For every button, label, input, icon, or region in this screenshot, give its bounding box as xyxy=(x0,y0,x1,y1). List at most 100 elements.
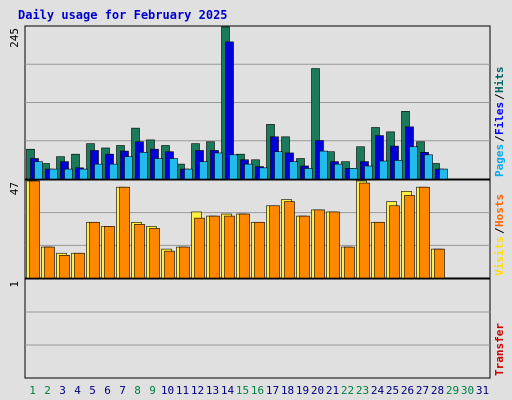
legend-separator: / xyxy=(493,93,506,100)
bar-pages-day-19 xyxy=(304,168,313,180)
x-tick-label-day-18: 18 xyxy=(281,384,294,397)
x-tick-label-day-25: 25 xyxy=(386,384,399,397)
x-tick-label-day-10: 10 xyxy=(161,384,174,397)
x-tick-label-day-31: 31 xyxy=(476,384,489,397)
bar-hosts-day-8 xyxy=(134,224,145,279)
bar-hosts-day-22 xyxy=(344,246,355,279)
x-tick-label-day-9: 9 xyxy=(149,384,156,397)
bar-pages-day-8 xyxy=(139,152,148,180)
x-tick-label-day-12: 12 xyxy=(191,384,204,397)
chart-title: Daily usage for February 2025 xyxy=(18,8,228,22)
x-tick-label-day-30: 30 xyxy=(461,384,474,397)
legend-files: Files xyxy=(493,102,506,135)
bar-pages-day-26 xyxy=(409,146,418,180)
bar-hosts-day-27 xyxy=(419,186,430,279)
bar-pages-day-13 xyxy=(214,152,223,180)
bar-hosts-day-4 xyxy=(74,252,85,279)
x-tick-label-day-2: 2 xyxy=(44,384,51,397)
y-max-label: 1 xyxy=(8,281,21,288)
bar-pages-day-24 xyxy=(379,160,388,180)
bar-pages-day-14 xyxy=(229,154,238,180)
bar-hosts-day-15 xyxy=(239,213,250,279)
bar-pages-day-2 xyxy=(49,168,58,180)
bar-hosts-day-26 xyxy=(404,195,415,279)
bar-pages-day-1 xyxy=(34,161,43,180)
chart-bars xyxy=(26,26,448,279)
bar-hosts-day-2 xyxy=(44,246,55,279)
bar-hosts-day-18 xyxy=(284,201,295,279)
bar-hosts-day-17 xyxy=(269,205,280,279)
x-tick-label-day-26: 26 xyxy=(401,384,414,397)
bar-hosts-day-24 xyxy=(374,221,385,279)
x-tick-label-day-14: 14 xyxy=(221,384,235,397)
x-tick-label-day-27: 27 xyxy=(416,384,429,397)
x-tick-label-day-21: 21 xyxy=(326,384,339,397)
bar-pages-day-22 xyxy=(349,168,358,180)
bar-pages-day-23 xyxy=(364,165,373,180)
bar-pages-day-4 xyxy=(79,168,88,180)
legend-transfer: Transfer xyxy=(493,323,506,376)
x-tick-label-day-5: 5 xyxy=(89,384,96,397)
x-tick-label-day-7: 7 xyxy=(119,384,126,397)
x-tick-label-day-29: 29 xyxy=(446,384,459,397)
bar-pages-day-10 xyxy=(169,158,178,180)
y-max-label: 47 xyxy=(8,182,21,195)
bar-pages-day-28 xyxy=(439,168,448,180)
x-tick-label-day-22: 22 xyxy=(341,384,354,397)
x-tick-label-day-8: 8 xyxy=(134,384,141,397)
bar-hosts-day-7 xyxy=(119,186,130,279)
x-tick-label-day-13: 13 xyxy=(206,384,219,397)
bar-hosts-day-20 xyxy=(314,209,325,279)
bar-pages-day-17 xyxy=(274,151,283,180)
bar-hosts-day-1 xyxy=(29,180,40,279)
legend-separator: / xyxy=(493,135,506,142)
bar-pages-day-20 xyxy=(319,150,328,180)
legend-hosts: Hosts xyxy=(493,194,506,227)
bar-hosts-day-14 xyxy=(224,215,235,279)
bar-pages-day-9 xyxy=(154,158,163,180)
bar-hosts-day-16 xyxy=(254,221,265,279)
x-tick-label-day-6: 6 xyxy=(104,384,111,397)
legend-separator: / xyxy=(493,227,506,234)
bar-hosts-day-11 xyxy=(179,246,190,279)
legend-visits: Visits xyxy=(493,236,506,276)
bar-hosts-day-21 xyxy=(329,211,340,279)
x-axis-day-labels: 1 2 3 4 5 6 7 8 9 10 11 12 13 14 15 16 17 18 19 20 21 22 23 24 2… xyxy=(29,384,489,397)
x-tick-label-day-20: 20 xyxy=(311,384,324,397)
y-axis-max-labels: 245 47 1 xyxy=(8,28,21,288)
x-tick-label-day-11: 11 xyxy=(176,384,189,397)
x-tick-label-day-28: 28 xyxy=(431,384,444,397)
bar-pages-day-7 xyxy=(124,156,133,180)
bar-hosts-day-10 xyxy=(164,250,175,279)
bar-pages-day-18 xyxy=(289,161,298,180)
bar-pages-day-11 xyxy=(184,168,193,180)
bar-hosts-day-25 xyxy=(389,205,400,279)
bar-hosts-day-23 xyxy=(359,182,370,279)
bar-hosts-day-12 xyxy=(194,217,205,279)
bar-pages-day-5 xyxy=(94,163,103,180)
bar-pages-day-27 xyxy=(424,154,433,180)
bar-pages-day-25 xyxy=(394,160,403,180)
panel-frame-3 xyxy=(24,278,491,379)
x-tick-label-day-24: 24 xyxy=(371,384,385,397)
x-tick-label-day-17: 17 xyxy=(266,384,279,397)
bar-pages-day-21 xyxy=(334,163,343,180)
x-tick-label-day-16: 16 xyxy=(251,384,264,397)
x-tick-label-day-19: 19 xyxy=(296,384,309,397)
x-tick-label-day-15: 15 xyxy=(236,384,249,397)
legend-pages: Pages xyxy=(493,144,506,177)
bar-hosts-day-6 xyxy=(104,226,115,279)
bar-hosts-day-3 xyxy=(59,254,70,279)
bar-pages-day-3 xyxy=(64,168,73,180)
bar-pages-day-6 xyxy=(109,163,118,180)
x-tick-label-day-1: 1 xyxy=(29,384,36,397)
bar-pages-day-16 xyxy=(259,167,268,180)
bar-hosts-day-13 xyxy=(209,215,220,279)
bar-hosts-day-9 xyxy=(149,228,160,279)
bar-hosts-day-19 xyxy=(299,215,310,279)
x-tick-label-day-3: 3 xyxy=(59,384,66,397)
bar-pages-day-15 xyxy=(244,163,253,180)
bar-pages-day-12 xyxy=(199,161,208,180)
